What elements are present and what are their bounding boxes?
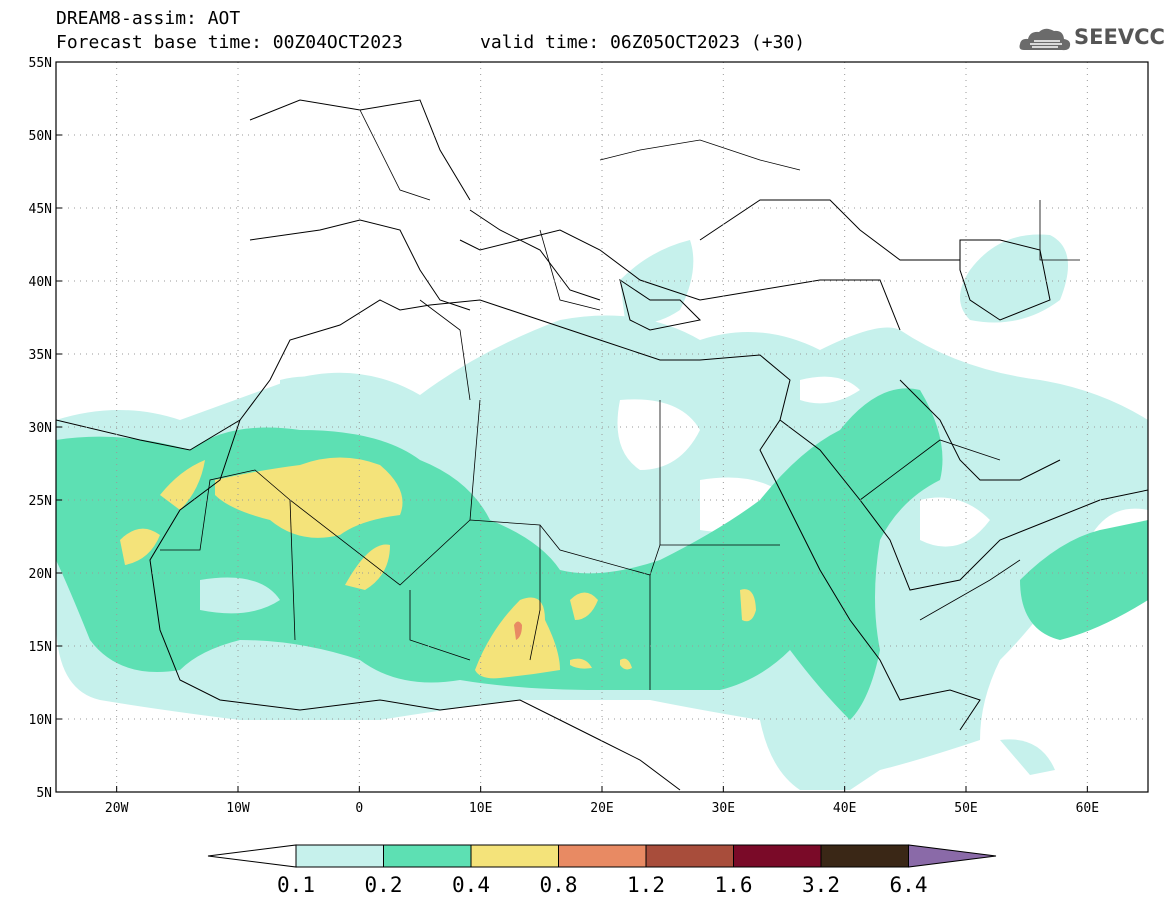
lon-label: 20E xyxy=(590,801,613,816)
lon-label: 50E xyxy=(954,801,977,816)
lon-label: 20W xyxy=(105,801,129,816)
colorbar-box xyxy=(820,844,909,868)
lat-label: 25N xyxy=(29,494,52,509)
colorbar-box xyxy=(383,844,472,868)
lon-label: 60E xyxy=(1076,801,1099,816)
valid-time: valid time: 06Z05OCT2023 (+30) xyxy=(480,32,806,53)
colorbar-label: 1.2 xyxy=(627,873,665,897)
axis-ticks xyxy=(56,134,1088,792)
longitude-labels: 20W 10W 0 10E 20E 30E 40E 50E 60E xyxy=(105,801,1099,816)
colorbar-right-arrow xyxy=(908,844,997,868)
colorbar-label: 6.4 xyxy=(890,873,928,897)
lat-label: 20N xyxy=(29,567,52,582)
borders xyxy=(160,109,1080,690)
lat-label: 45N xyxy=(29,202,52,217)
aot-fields xyxy=(56,62,1148,792)
colorbar-box xyxy=(733,844,822,868)
colorbar-box xyxy=(295,844,384,868)
lat-label: 5N xyxy=(36,786,52,801)
colorbar-label: 0.8 xyxy=(540,873,578,897)
colorbar-label: 0.2 xyxy=(365,873,403,897)
colorbar-box xyxy=(470,844,559,868)
lat-label: 40N xyxy=(29,275,52,290)
coastlines xyxy=(56,99,1148,791)
colorbar-labels: 0.1 0.2 0.4 0.8 1.2 1.6 3.2 6.4 xyxy=(277,873,927,897)
lat-label: 55N xyxy=(29,56,52,71)
lon-label: 30E xyxy=(712,801,735,816)
colorbar-box xyxy=(645,844,734,868)
colorbar-boxes xyxy=(207,844,997,868)
forecast-base-time: Forecast base time: 00Z04OCT2023 xyxy=(56,32,403,53)
lat-label: 30N xyxy=(29,421,52,436)
lon-label: 40E xyxy=(833,801,856,816)
lon-label: 10E xyxy=(469,801,492,816)
colorbar-left-arrow xyxy=(207,844,297,868)
map-title: DREAM8-assim: AOT xyxy=(56,8,241,29)
cloud-icon xyxy=(1019,28,1071,51)
lat-label: 50N xyxy=(29,129,52,144)
colorbar-box xyxy=(558,844,647,868)
latitude-labels: 55N 50N 45N 40N 35N 30N 25N 20N 15N 10N 5N xyxy=(29,56,52,801)
colorbar-label: 0.4 xyxy=(452,873,490,897)
lat-label: 35N xyxy=(29,348,52,363)
lon-label: 0 xyxy=(355,801,363,816)
aot-band-0-8 xyxy=(514,621,522,640)
logo-text: SEEVCCC xyxy=(1074,25,1165,49)
colorbar-label: 0.1 xyxy=(277,873,315,897)
colorbar-label: 1.6 xyxy=(715,873,753,897)
graticule xyxy=(56,62,1148,792)
lon-label: 10W xyxy=(226,801,250,816)
lat-label: 10N xyxy=(29,713,52,728)
aot-band-0-4 xyxy=(120,457,756,679)
colorbar-label: 3.2 xyxy=(802,873,840,897)
lat-label: 15N xyxy=(29,640,52,655)
